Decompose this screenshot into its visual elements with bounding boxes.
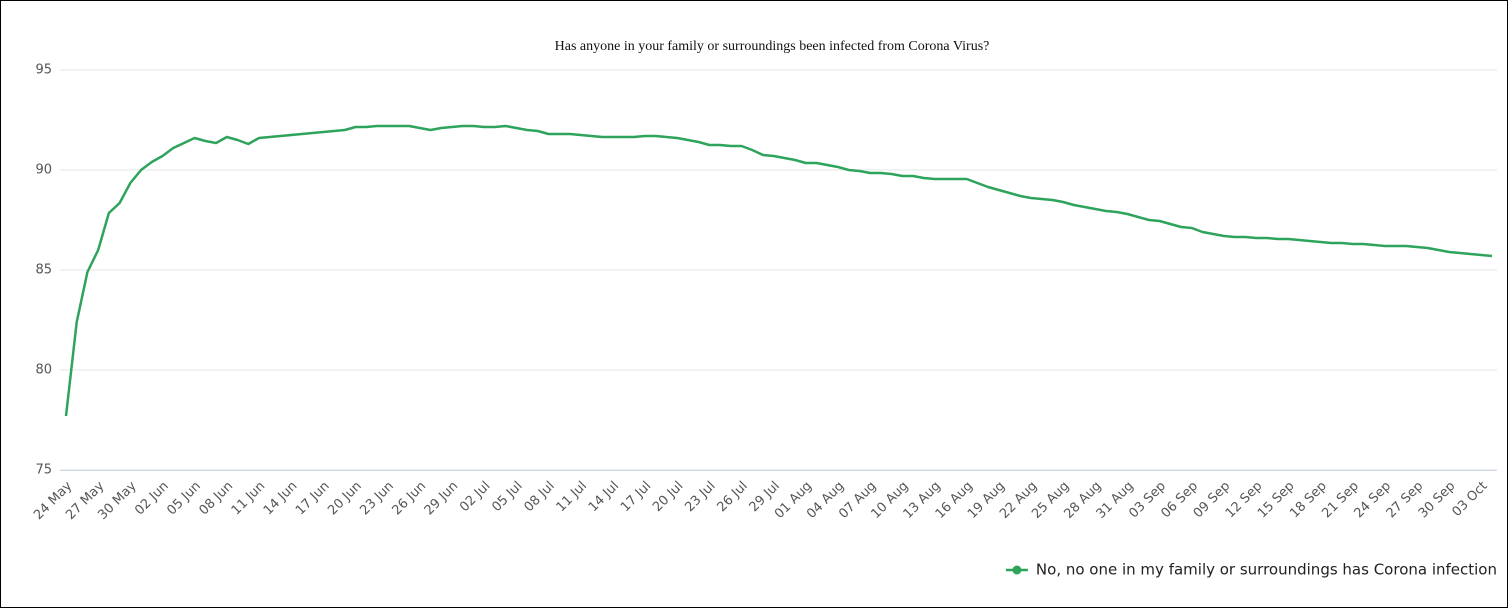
y-tick-label: 90 xyxy=(35,163,52,178)
chart-title: Has anyone in your family or surrounding… xyxy=(555,39,990,54)
y-tick-label: 85 xyxy=(35,263,52,278)
legend-label: No, no one in my family or surroundings … xyxy=(1036,561,1497,579)
y-tick-label: 95 xyxy=(35,63,52,78)
y-tick-label: 80 xyxy=(35,363,52,378)
data-line xyxy=(64,124,1493,417)
y-tick-label: 75 xyxy=(35,463,52,478)
legend-marker xyxy=(1012,565,1022,575)
